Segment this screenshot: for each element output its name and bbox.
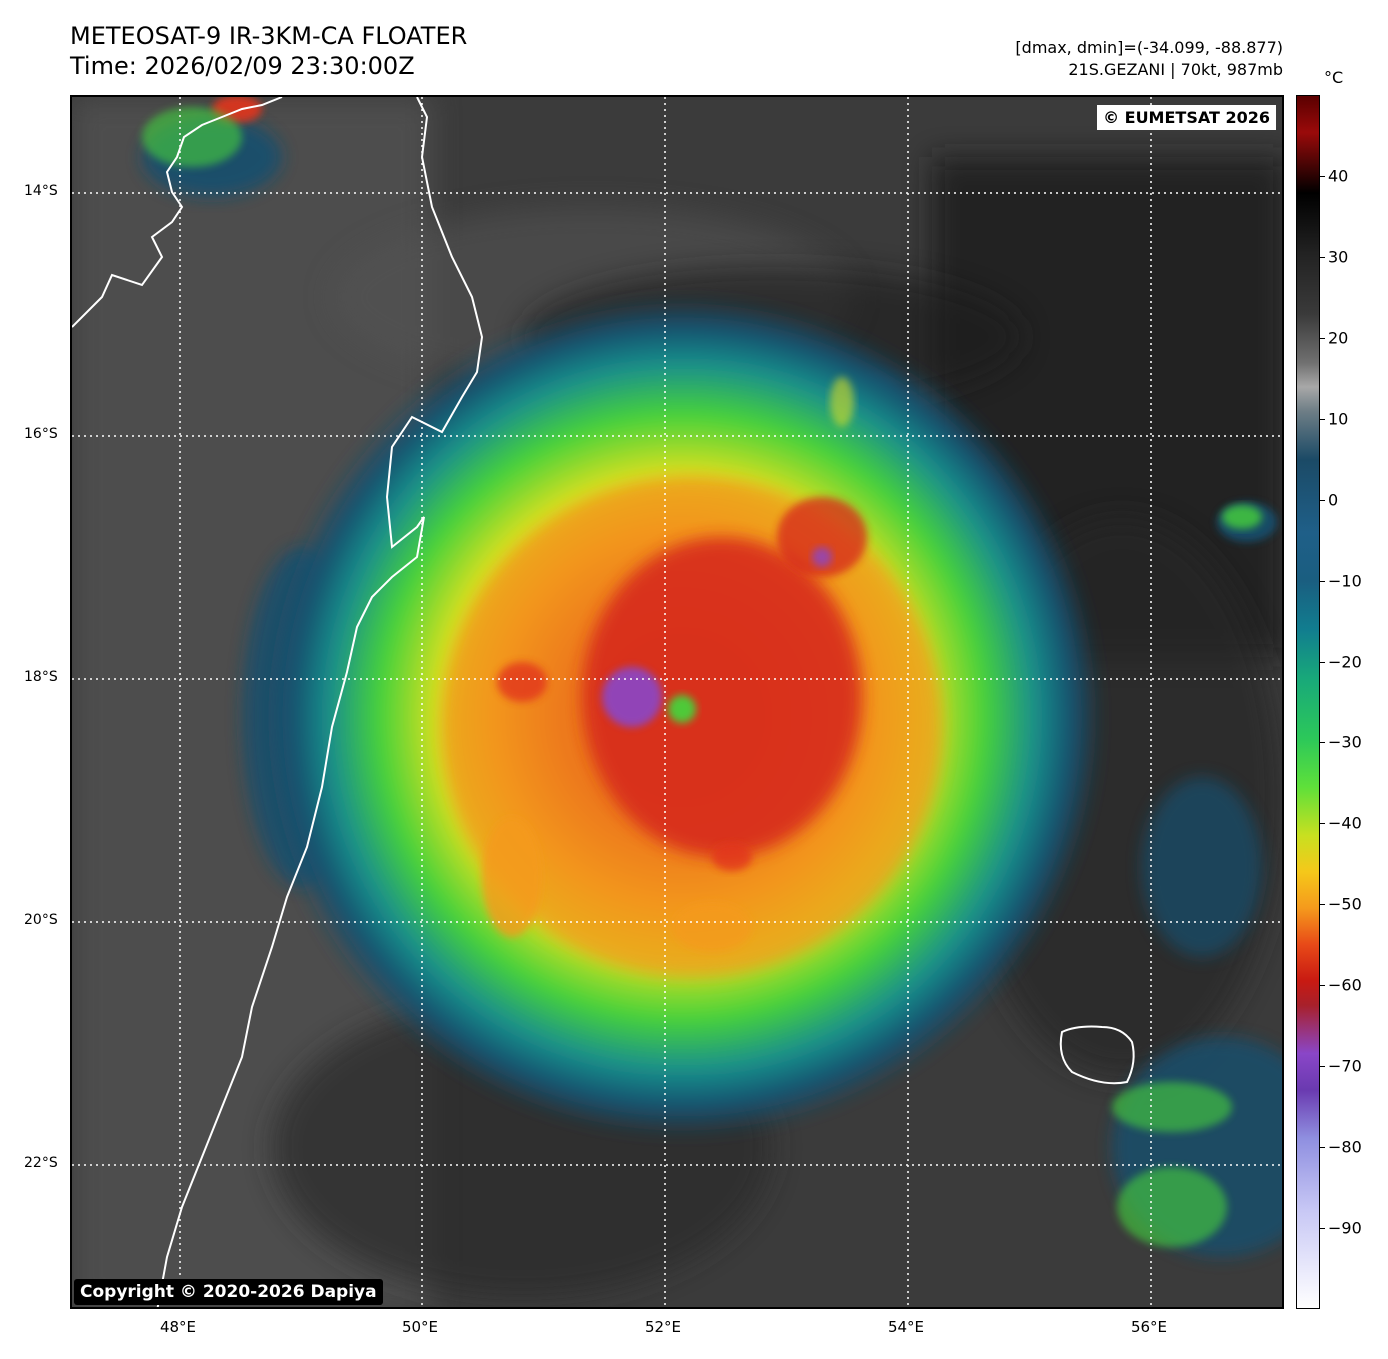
eumetsat-copyright-badge: © EUMETSAT 2026: [1097, 105, 1276, 130]
colorbar-tick-mark: [1320, 175, 1325, 177]
colorbar-tick-label: 10: [1328, 409, 1349, 429]
lat-label-18s: 18°S: [24, 669, 58, 685]
lat-label-14s: 14°S: [24, 183, 58, 199]
colorbar-tick-label: 20: [1328, 328, 1349, 348]
colorbar-tick-mark: [1320, 904, 1325, 906]
colorbar-tick-mark: [1320, 337, 1325, 339]
lat-label-20s: 20°S: [24, 912, 58, 928]
lat-label-16s: 16°S: [24, 426, 58, 442]
reunion-outline: [1059, 1025, 1135, 1085]
colorbar-tick-label: −20: [1328, 652, 1362, 672]
colorbar-tick-mark: [1320, 985, 1325, 987]
coastline-north: [72, 97, 283, 328]
lon-label-56e: 56°E: [1130, 1318, 1168, 1336]
colorbar-tick-label: 40: [1328, 166, 1349, 186]
timestamp-label: Time: 2026/02/09 23:30:00Z: [70, 52, 415, 80]
colorbar-tick-label: −40: [1328, 813, 1362, 833]
colorbar-tick-mark: [1320, 418, 1325, 420]
colorbar-tick-mark: [1320, 580, 1325, 582]
colorbar-unit-label: °C: [1324, 68, 1344, 87]
satellite-map: © EUMETSAT 2026 Copyright © 2020-2026 Da…: [70, 95, 1284, 1309]
colorbar-tick-label: 0: [1328, 490, 1339, 510]
storm-info-label: 21S.GEZANI | 70kt, 987mb: [1068, 60, 1283, 79]
colorbar-tick-label: 30: [1328, 247, 1349, 267]
lon-label-54e: 54°E: [887, 1318, 925, 1336]
colorbar-tick-label: −60: [1328, 975, 1362, 995]
lat-label-22s: 22°S: [24, 1155, 58, 1171]
lon-label-50e: 50°E: [401, 1318, 439, 1336]
temperature-range-label: [dmax, dmin]=(-34.099, -88.877): [1015, 38, 1283, 57]
colorbar-tick-label: −10: [1328, 571, 1362, 591]
lon-label-48e: 48°E: [159, 1318, 197, 1336]
colorbar-tick-label: −90: [1328, 1218, 1362, 1238]
colorbar-tick-mark: [1320, 823, 1325, 825]
colorbar-tick-mark: [1320, 499, 1325, 501]
lon-label-52e: 52°E: [644, 1318, 682, 1336]
product-title: METEOSAT-9 IR-3KM-CA FLOATER: [70, 22, 468, 50]
temperature-colorbar: [1296, 95, 1320, 1309]
colorbar-tick-mark: [1320, 661, 1325, 663]
colorbar-tick-label: −70: [1328, 1056, 1362, 1076]
colorbar-tick-label: −50: [1328, 894, 1362, 914]
dapiya-credit-badge: Copyright © 2020-2026 Dapiya: [74, 1279, 383, 1305]
ir-imagery: [72, 97, 1282, 1307]
colorbar-tick-mark: [1320, 1147, 1325, 1149]
colorbar-tick-mark: [1320, 256, 1325, 258]
colorbar-tick-mark: [1320, 1228, 1325, 1230]
coastline-east-madagascar: [156, 97, 484, 1307]
colorbar-tick-mark: [1320, 1066, 1325, 1068]
graticule: [72, 97, 1282, 1307]
colorbar-tick-label: −30: [1328, 732, 1362, 752]
colorbar-tick-mark: [1320, 742, 1325, 744]
colorbar-tick-label: −80: [1328, 1137, 1362, 1157]
